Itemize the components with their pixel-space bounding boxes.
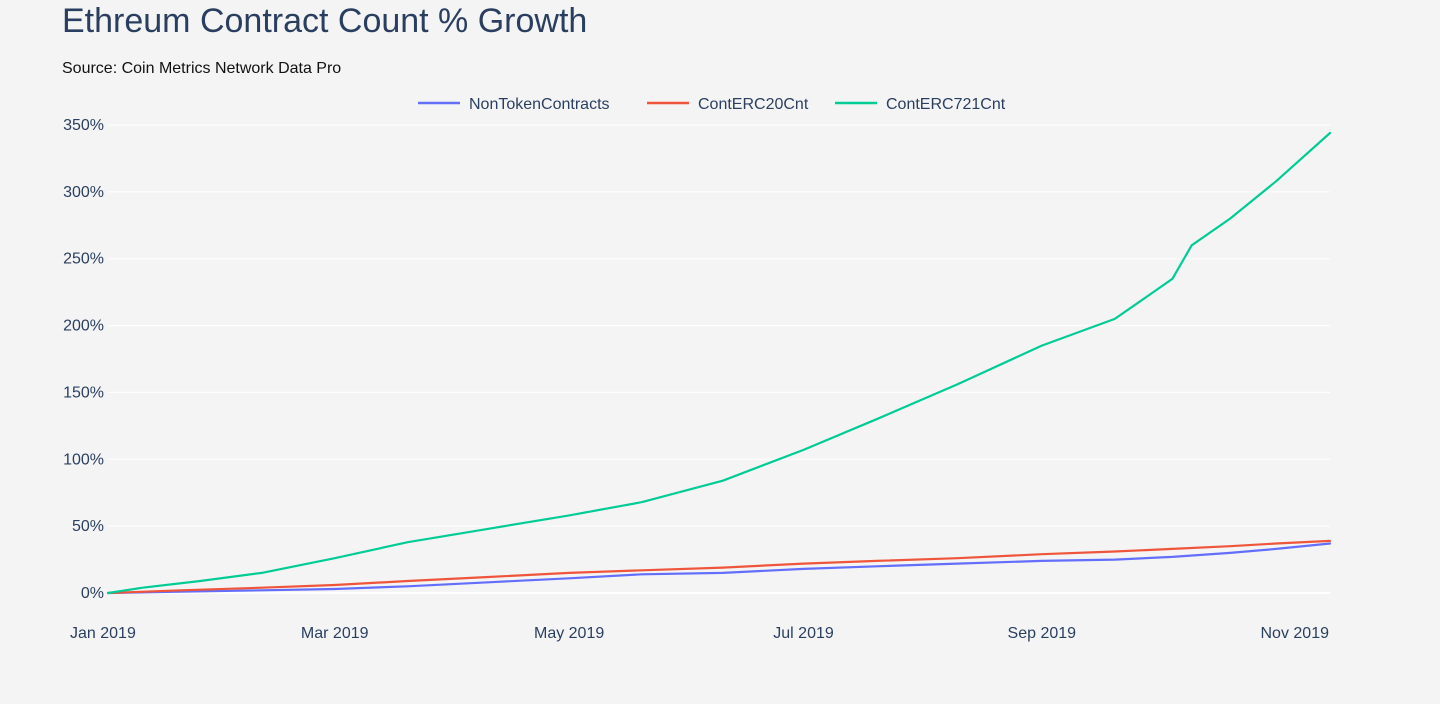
x-tick-label: Sep 2019: [1008, 625, 1077, 642]
y-tick-label: 150%: [63, 384, 104, 401]
chart-subtitle: Source: Coin Metrics Network Data Pro: [62, 60, 342, 77]
series-line-NonTokenContracts[interactable]: [106, 542, 1332, 595]
y-tick-label: 350%: [63, 117, 104, 134]
legend-item-ContERC721Cnt[interactable]: ContERC721Cnt: [835, 96, 1006, 113]
x-tick-label: Nov 2019: [1261, 625, 1330, 642]
y-tick-label: 250%: [63, 251, 104, 268]
series-lines: [106, 131, 1332, 595]
legend-label: ContERC721Cnt: [886, 96, 1006, 113]
legend-item-NonTokenContracts[interactable]: NonTokenContracts: [418, 96, 610, 113]
x-tick-label: Jul 2019: [773, 625, 834, 642]
legend-item-ContERC20Cnt[interactable]: ContERC20Cnt: [647, 96, 809, 113]
y-tick-label: 0%: [81, 585, 104, 602]
y-tick-label: 300%: [63, 184, 104, 201]
series-line-ContERC721Cnt[interactable]: [106, 131, 1332, 595]
y-tick-label: 100%: [63, 451, 104, 468]
legend-label: NonTokenContracts: [469, 96, 610, 113]
y-tick-label: 50%: [72, 518, 104, 535]
axes: 0% 50% 100% 150% 200% 250% 300% 350% Jan 2019 Mar…: [63, 117, 1329, 642]
x-tick-label: Mar 2019: [301, 625, 369, 642]
gridlines: [108, 124, 1330, 594]
legend-label: ContERC20Cnt: [698, 96, 809, 113]
chart-title: Ethreum Contract Count % Growth: [62, 2, 588, 40]
series-line-ContERC20Cnt[interactable]: [106, 539, 1332, 595]
x-tick-label: May 2019: [534, 625, 604, 642]
x-tick-label: Jan 2019: [70, 625, 136, 642]
y-tick-label: 200%: [63, 318, 104, 335]
legend[interactable]: NonTokenContracts ContERC20Cnt ContERC721C…: [418, 96, 1006, 113]
